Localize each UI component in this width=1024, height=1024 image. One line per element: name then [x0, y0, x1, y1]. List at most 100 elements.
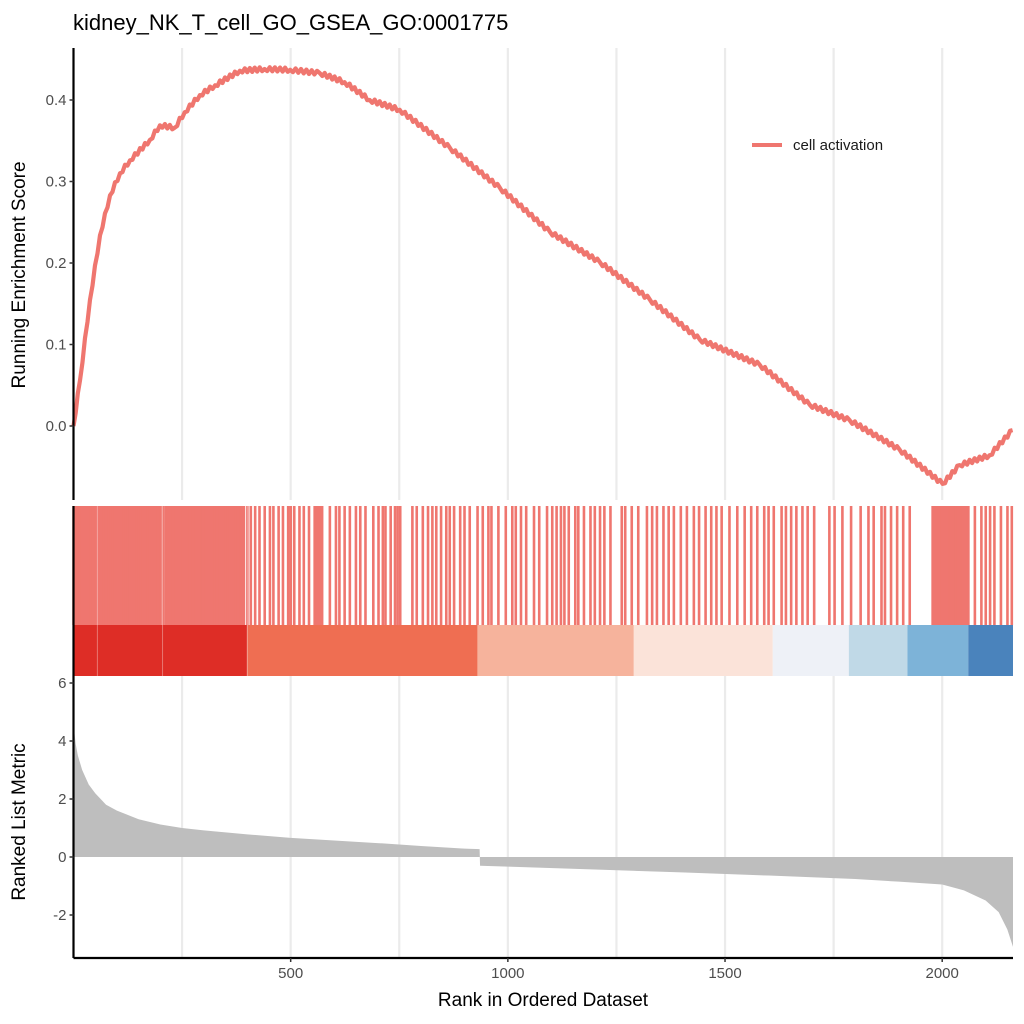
y-tick-label-metric: -2 — [53, 907, 66, 924]
gene-hit — [348, 506, 352, 625]
gene-hit — [128, 506, 132, 625]
gene-hit — [452, 506, 456, 625]
y-tick-label-es: 0.2 — [46, 255, 67, 272]
gene-hit — [74, 506, 78, 625]
gene-hit — [148, 506, 151, 625]
gene-hit — [949, 506, 953, 625]
gene-hit — [603, 506, 606, 625]
gene-hit — [537, 506, 541, 625]
gene-hit — [143, 506, 147, 625]
gene-hit — [555, 506, 558, 625]
gene-hit — [258, 506, 261, 625]
gene-hit — [859, 506, 862, 625]
gene-hit — [999, 506, 1003, 625]
gene-hit — [338, 506, 341, 625]
gene-hit — [993, 506, 996, 625]
heatmap-band — [633, 625, 773, 676]
gene-hit — [115, 506, 119, 625]
gene-hit — [292, 506, 296, 625]
gene-hit — [650, 506, 654, 625]
gene-hit — [396, 506, 399, 625]
gene-hit — [593, 506, 597, 625]
x-tick-label: 1000 — [491, 965, 524, 982]
gene-hit — [111, 506, 114, 625]
gene-hit — [563, 506, 566, 625]
gene-hit — [109, 506, 112, 625]
y-tick-label-metric: 6 — [58, 675, 66, 692]
gene-hit — [812, 506, 816, 625]
gene-hit — [667, 506, 670, 625]
gene-hit — [201, 506, 205, 625]
gene-hit — [749, 506, 753, 625]
gene-hit — [598, 506, 602, 625]
gene-hit — [679, 506, 683, 625]
gene-hit — [188, 506, 192, 625]
gene-hit — [967, 506, 970, 625]
gene-hit-separator — [162, 506, 164, 676]
gene-hit — [146, 506, 149, 625]
gene-hit — [159, 506, 162, 625]
gene-hit — [645, 506, 649, 625]
gene-hit — [589, 506, 592, 625]
gene-hit — [582, 506, 586, 625]
gene-hit — [434, 506, 438, 625]
y-tick-label-es: 0.1 — [46, 337, 67, 354]
gene-hit — [519, 506, 523, 625]
gene-hit — [841, 506, 844, 625]
gene-hit — [277, 506, 280, 625]
heatmap-band — [477, 625, 634, 676]
gene-hit — [849, 506, 853, 625]
gene-hit — [784, 506, 788, 625]
gene-hit — [96, 506, 99, 625]
gene-hit — [448, 506, 452, 625]
gene-hit — [672, 506, 676, 625]
enrichment-score-line — [71, 65, 1014, 486]
gene-hit — [122, 506, 125, 625]
gene-hit — [154, 506, 158, 625]
rank-heatmap — [73, 625, 1013, 676]
gene-hit — [239, 506, 243, 625]
gene-hit — [150, 506, 154, 625]
ranked-metric-area — [73, 697, 1013, 947]
gene-hit — [263, 506, 267, 625]
gene-hit — [833, 506, 836, 625]
x-tick-label: 500 — [278, 965, 303, 982]
gene-hit — [411, 506, 414, 625]
gene-hit — [377, 506, 380, 625]
gene-hit — [946, 506, 949, 625]
gene-hit — [767, 506, 770, 625]
gene-hit — [1006, 506, 1009, 625]
gene-hit — [393, 506, 397, 625]
chart-title: kidney_NK_T_cell_GO_GSEA_GO:0001775 — [73, 10, 509, 35]
gene-hit — [697, 506, 701, 625]
gene-hit — [609, 506, 612, 625]
gene-hit-separator — [96, 506, 98, 676]
gene-hit — [984, 506, 988, 625]
gene-hit — [662, 506, 665, 625]
gene-hit — [94, 506, 97, 625]
legend-label: cell activation — [793, 137, 883, 154]
gene-hit — [577, 506, 580, 625]
heatmap-band — [848, 625, 908, 676]
gene-hit — [174, 506, 177, 625]
gene-hit — [107, 506, 110, 625]
gene-hit — [207, 506, 211, 625]
gene-hit — [655, 506, 659, 625]
gene-hit — [98, 506, 101, 625]
gene-hit — [415, 506, 419, 625]
gene-hit — [980, 506, 983, 625]
gene-hit — [743, 506, 746, 625]
gene-hit — [490, 506, 493, 625]
gene-hit — [685, 506, 689, 625]
gene-hit — [328, 506, 332, 625]
gene-hit — [772, 506, 776, 625]
x-axis-title: Rank in Ordered Dataset — [438, 990, 649, 1011]
gene-hit — [623, 506, 627, 625]
gene-hit — [550, 506, 554, 625]
gene-hit — [728, 506, 731, 625]
gene-hit — [298, 506, 301, 625]
gene-hit — [943, 506, 946, 625]
gene-hit — [104, 506, 108, 625]
gene-hit — [468, 506, 472, 625]
